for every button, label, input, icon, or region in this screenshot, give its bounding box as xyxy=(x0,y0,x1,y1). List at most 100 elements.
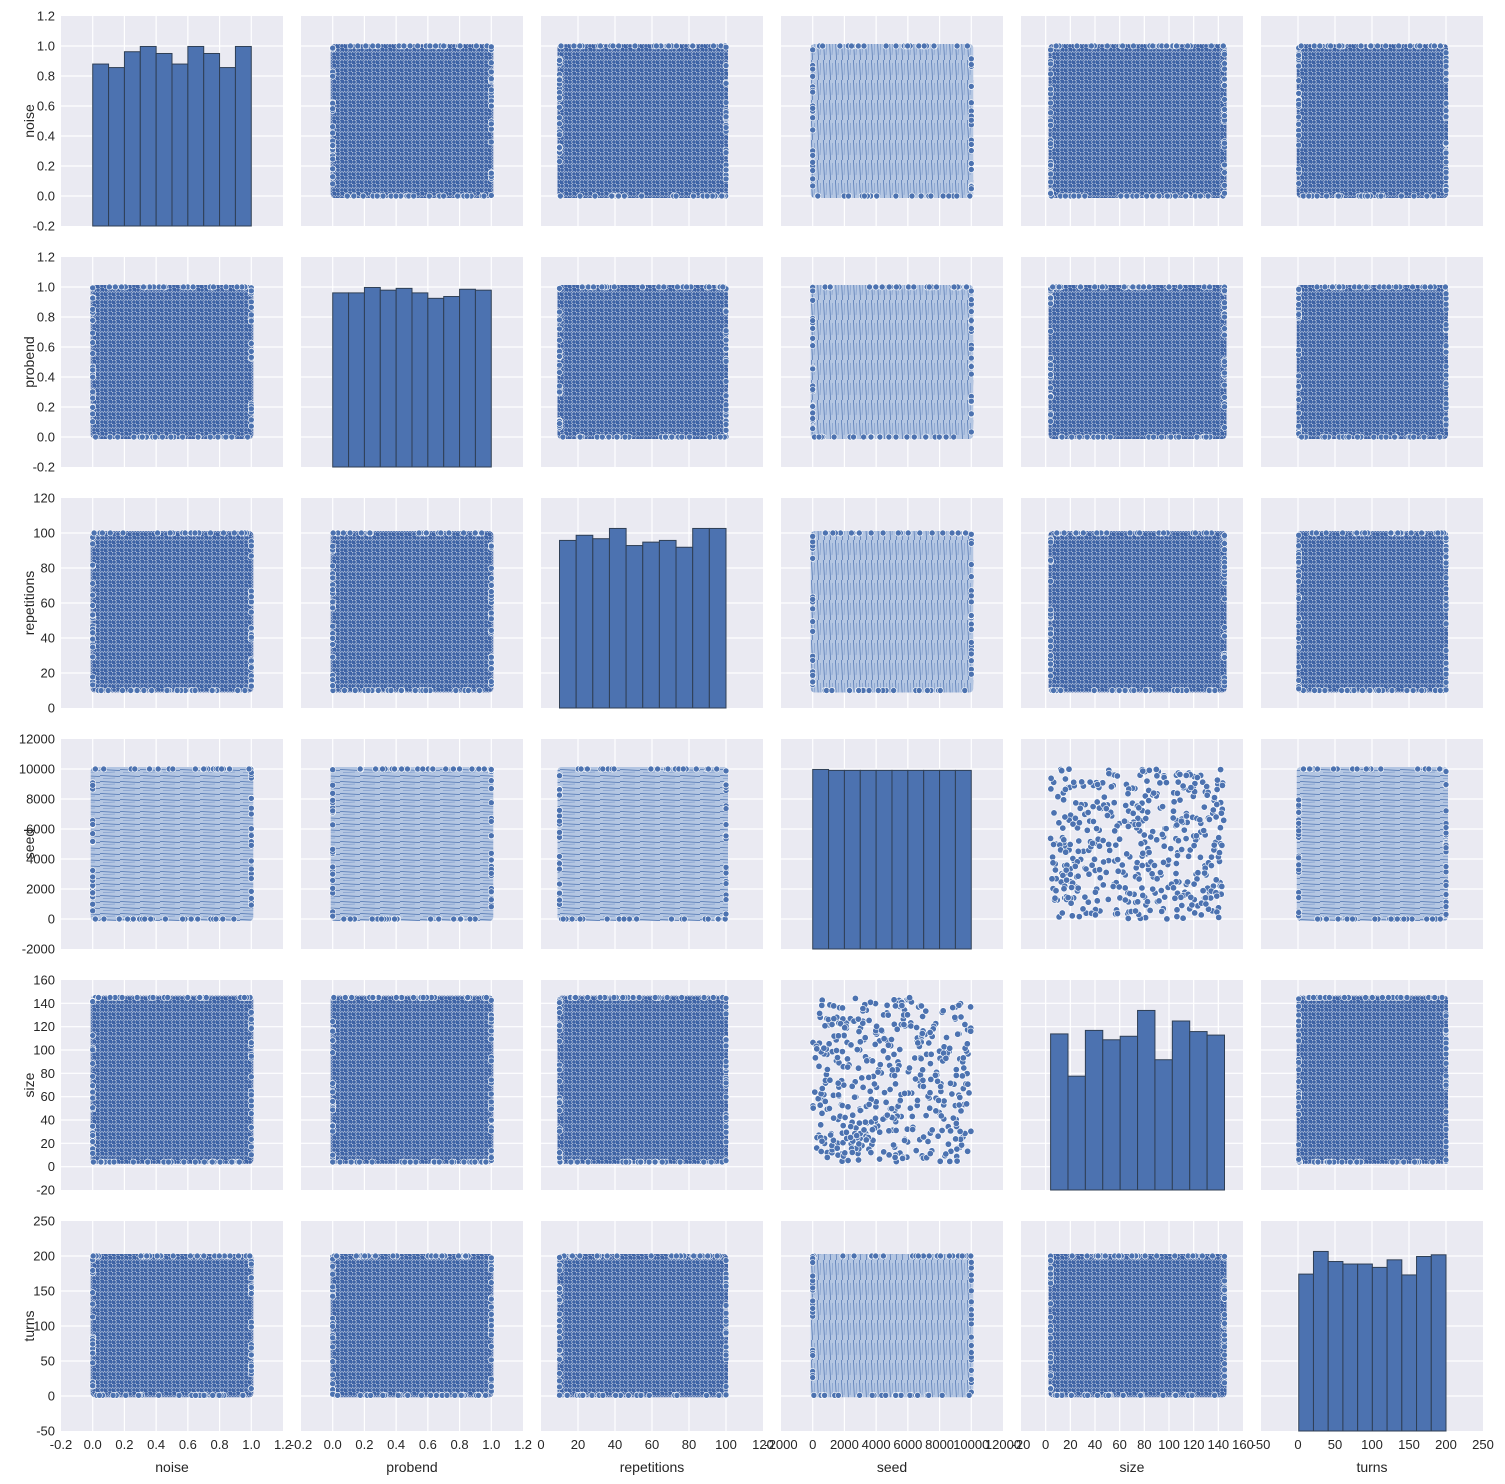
scatter-point xyxy=(1221,1366,1228,1374)
scatter-point xyxy=(1094,1252,1102,1260)
scatter-point xyxy=(1075,819,1083,827)
scatter-point xyxy=(1047,418,1054,425)
scatter-point xyxy=(946,1044,954,1052)
hist-bar xyxy=(875,769,893,950)
scatter-point xyxy=(613,433,621,441)
scatter-point xyxy=(1364,192,1371,200)
scatter-point xyxy=(1295,1031,1302,1039)
scatter-point xyxy=(818,1085,826,1093)
scatter-point xyxy=(1367,42,1375,50)
scatter-point xyxy=(1047,666,1054,674)
scatter-point xyxy=(406,1158,414,1166)
scatter-point xyxy=(927,192,935,200)
scatter-point xyxy=(214,433,222,441)
hist-bar xyxy=(1206,1034,1225,1191)
scatter-point xyxy=(1159,1392,1167,1399)
scatter-point xyxy=(1172,1392,1179,1399)
scatter-point xyxy=(1145,797,1153,805)
scatter-point xyxy=(1047,660,1054,668)
scatter-point xyxy=(1089,817,1097,825)
scatter-point xyxy=(948,1090,956,1098)
scatter-point xyxy=(915,687,923,694)
scatter-point xyxy=(809,415,817,422)
scatter-point xyxy=(248,1091,255,1099)
scatter-point xyxy=(1121,896,1129,904)
scatter-point xyxy=(346,529,354,537)
scatter-point xyxy=(1091,283,1098,291)
scatter-point xyxy=(89,889,96,897)
scatter-point xyxy=(668,915,675,923)
scatter-point xyxy=(578,283,586,291)
scatter-point xyxy=(722,1128,730,1136)
scatter-point xyxy=(556,1346,563,1354)
scatter-point xyxy=(341,687,348,694)
scatter-point xyxy=(487,1015,495,1023)
scatter-point xyxy=(722,910,730,918)
scatter-point xyxy=(865,1073,873,1081)
scatter-point xyxy=(443,1392,451,1399)
scatter-point xyxy=(1403,994,1411,1001)
scatter-point xyxy=(645,1392,653,1399)
scatter-point xyxy=(1086,778,1094,786)
y-axis-label: turns xyxy=(21,1310,37,1341)
scatter-point xyxy=(89,1267,96,1274)
scatter-point xyxy=(722,1003,730,1011)
scatter-point xyxy=(1437,687,1444,694)
scatter-point xyxy=(248,348,255,355)
scatter-point xyxy=(1094,1392,1101,1399)
scatter-point xyxy=(1442,174,1450,182)
scatter-point xyxy=(89,339,96,346)
scatter-point xyxy=(1295,1103,1302,1110)
scatter-point xyxy=(1414,765,1421,773)
scatter-point xyxy=(89,1150,96,1157)
y-tick-labels: -0.20.00.20.40.60.81.01.2-0.20.00.20.40.… xyxy=(19,9,55,1439)
scatter-point xyxy=(567,1158,575,1166)
hist-bar xyxy=(379,289,397,468)
scatter-point xyxy=(855,1119,863,1127)
scatter-point xyxy=(809,1352,817,1359)
scatter-point xyxy=(487,1356,495,1364)
scatter-point xyxy=(963,283,970,291)
scatter-point xyxy=(1416,42,1424,50)
scatter-point xyxy=(1314,1158,1322,1166)
scatter-point xyxy=(92,915,99,923)
scatter-point xyxy=(1418,687,1425,694)
scatter-point xyxy=(1221,381,1228,389)
scatter-point xyxy=(620,915,628,923)
scatter-point xyxy=(1051,866,1059,874)
scatter-point xyxy=(1173,789,1181,797)
scatter-point xyxy=(1221,50,1228,58)
x-tick-label: 60 xyxy=(1112,1437,1126,1452)
scatter-point xyxy=(222,283,230,291)
scatter-point xyxy=(1221,182,1228,189)
scatter-point xyxy=(809,175,817,183)
scatter-point xyxy=(690,1252,698,1260)
hist-bar xyxy=(234,45,252,227)
scatter-point xyxy=(896,1046,904,1054)
scatter-point xyxy=(329,155,337,163)
scatter-point xyxy=(1442,168,1450,176)
scatter-point xyxy=(1371,915,1379,923)
scatter-point xyxy=(838,1004,846,1012)
scatter-point xyxy=(1093,798,1101,806)
scatter-point xyxy=(809,46,817,54)
hist-bar xyxy=(1137,1009,1156,1191)
scatter-point xyxy=(599,1392,607,1399)
scatter-point xyxy=(722,308,730,315)
scatter-point xyxy=(1221,139,1228,147)
scatter-point xyxy=(1099,881,1107,889)
scatter-point xyxy=(356,765,364,773)
scatter-point xyxy=(854,1064,862,1072)
scatter-point xyxy=(722,1310,730,1317)
hist-bar xyxy=(891,769,909,950)
scatter-point xyxy=(1115,1252,1122,1260)
hist-bar xyxy=(1067,1075,1086,1191)
scatter-point xyxy=(647,765,655,773)
scatter-point xyxy=(814,192,822,200)
scatter-point xyxy=(329,912,337,920)
scatter-point xyxy=(1382,433,1390,441)
scatter-point xyxy=(398,994,406,1001)
scatter-point xyxy=(556,1254,563,1261)
scatter-point xyxy=(844,1157,852,1165)
scatter-point xyxy=(1079,905,1087,913)
